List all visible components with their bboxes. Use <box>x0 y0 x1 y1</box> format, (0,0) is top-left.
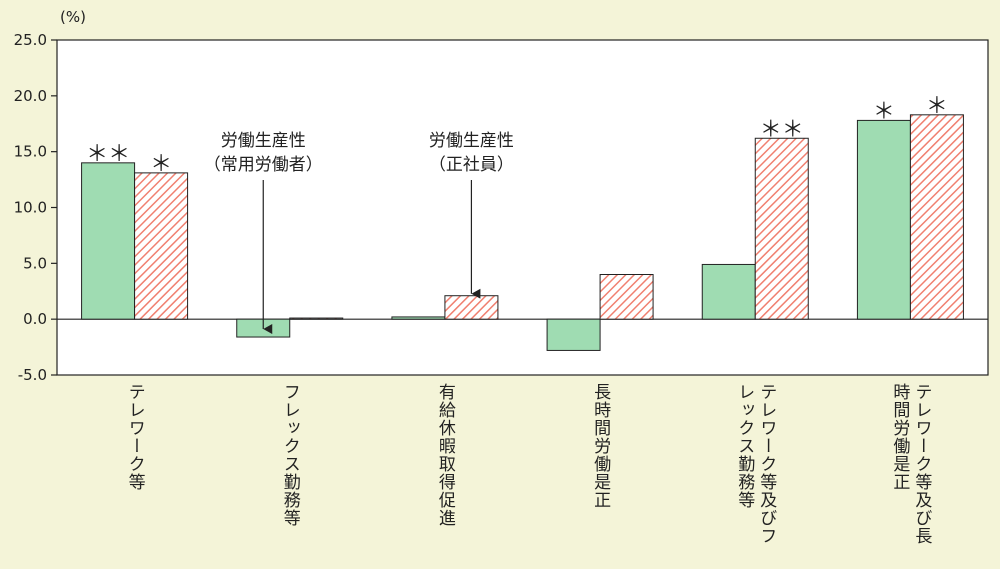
bar-series1 <box>856 119 911 320</box>
y-tick-label: 10.0 <box>14 199 47 217</box>
bar-series2 <box>444 295 499 320</box>
bar-series1 <box>81 162 136 320</box>
plot-frame <box>56 39 989 376</box>
category-label: テレワーク等 <box>125 383 146 491</box>
bar-series2 <box>134 172 189 320</box>
significance-mark: ＊ <box>873 99 895 124</box>
category-label: 時間労働是正 <box>889 383 910 491</box>
category-label: 長時間労働是正 <box>590 383 611 509</box>
category-label: テレワーク等及びフ <box>756 383 777 545</box>
y-tick-label: 0.0 <box>23 310 47 328</box>
category-label: テレワーク等及び長 <box>911 383 932 545</box>
y-axis-unit: (%) <box>60 8 86 26</box>
bar-series2 <box>754 137 809 320</box>
bar-series1 <box>701 263 756 320</box>
significance-mark: ＊ <box>926 94 948 119</box>
bar-series2 <box>599 274 654 320</box>
bar-series2 <box>909 114 964 320</box>
significance-mark: ＊＊ <box>760 117 804 142</box>
bar-series2 <box>289 317 344 320</box>
plot-area: 25.020.015.010.05.00.0-5.0＊＊ ＊テレワーク等 フレックス… <box>14 31 989 545</box>
callout-label: 労働生産性 <box>221 131 306 151</box>
y-tick-label: -5.0 <box>18 366 47 384</box>
y-tick-label: 5.0 <box>23 254 47 272</box>
category-label: レックス勤務等 <box>734 383 755 509</box>
y-tick-label: 20.0 <box>14 87 47 105</box>
significance-mark: ＊ <box>150 152 172 177</box>
category-label: フレックス勤務等 <box>280 383 301 527</box>
category-label: 有給休暇取得促進 <box>435 383 456 527</box>
callout-label: （正社員） <box>429 155 514 175</box>
bar-series1 <box>546 318 601 351</box>
y-tick-label: 15.0 <box>14 143 47 161</box>
callout-label: 労働生産性 <box>429 131 514 151</box>
bar-series1 <box>391 316 446 320</box>
significance-mark: ＊＊ <box>86 142 130 167</box>
y-tick-label: 25.0 <box>14 31 47 49</box>
callout-label: （常用労働者） <box>204 155 323 175</box>
